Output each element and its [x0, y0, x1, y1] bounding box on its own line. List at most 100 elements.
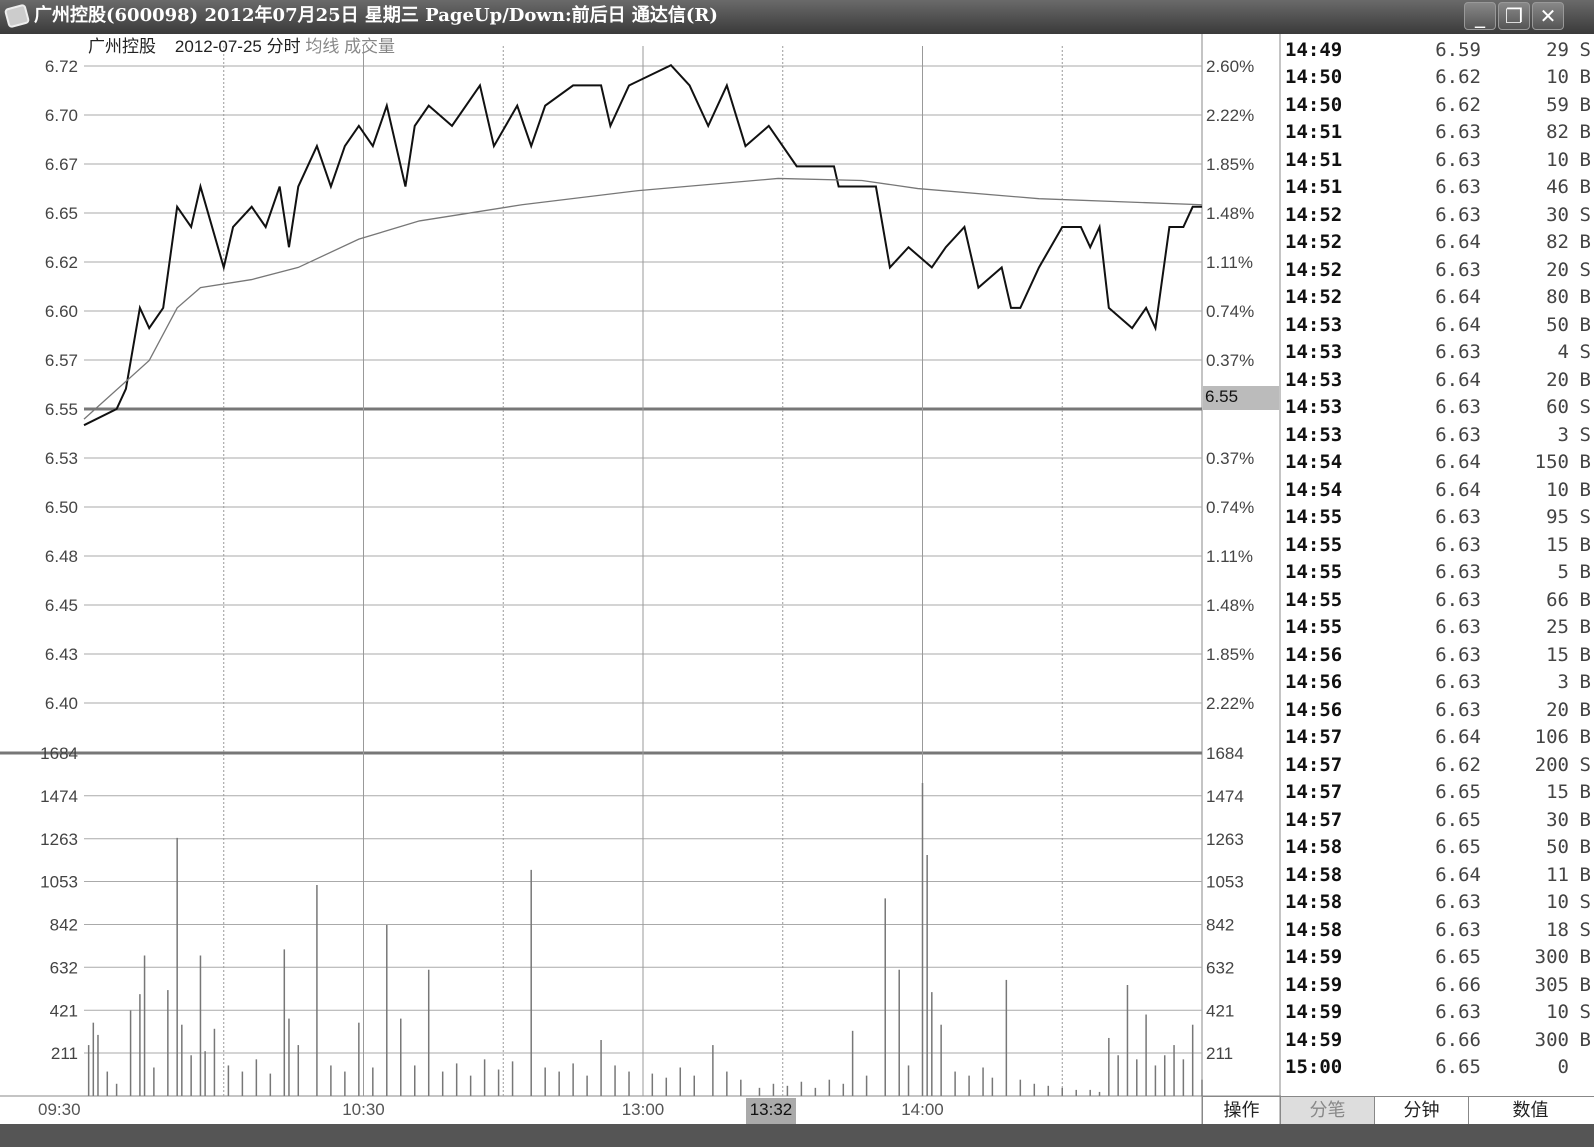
- trade-row: 14:53 6.63 60 S: [1281, 394, 1594, 422]
- trade-volume: 20: [1546, 258, 1569, 281]
- percent-tick-label: 1.48%: [1206, 204, 1254, 223]
- trade-volume: 20: [1546, 698, 1569, 721]
- trade-side: B: [1579, 286, 1591, 309]
- trade-price: 6.64: [1435, 313, 1481, 336]
- trade-price: 6.63: [1435, 891, 1481, 914]
- tab-values[interactable]: 数值: [1468, 1097, 1592, 1125]
- trade-time: 14:57: [1285, 726, 1343, 749]
- trade-volume: 10: [1546, 148, 1569, 171]
- restore-icon: ❐: [1505, 4, 1523, 28]
- trade-volume: 80: [1546, 286, 1569, 309]
- volume-label: 成交量: [344, 37, 396, 56]
- intraday-chart[interactable]: 6.72 2.60% 6.70 2.22% 6.67 1.85% 6.65 1.48% 6.62…: [0, 34, 1281, 1124]
- percent-tick-label: 1.11%: [1206, 253, 1253, 272]
- trade-price: 6.63: [1435, 918, 1481, 941]
- tab-operate[interactable]: 操作: [1202, 1097, 1280, 1125]
- trade-price: 6.63: [1435, 506, 1481, 529]
- trade-row: 14:52 6.63 30 S: [1281, 201, 1594, 229]
- trade-time: 14:53: [1285, 368, 1343, 391]
- trade-row: 14:54 6.64 10 B: [1281, 476, 1594, 504]
- price-tick-label: 6.62: [45, 253, 78, 272]
- trade-row: 14:56 6.63 20 B: [1281, 696, 1594, 724]
- trade-row: 14:49 6.59 29 S: [1281, 36, 1594, 64]
- trade-row: 14:50 6.62 10 B: [1281, 64, 1594, 92]
- trade-volume: 18: [1546, 918, 1569, 941]
- trade-price: 6.64: [1435, 478, 1481, 501]
- tab-minutes[interactable]: 分钟: [1374, 1097, 1468, 1125]
- trade-side: B: [1579, 561, 1591, 584]
- trade-price: 6.62: [1435, 66, 1481, 89]
- trade-row: 14:58 6.63 18 S: [1281, 916, 1594, 944]
- trade-time: 14:51: [1285, 176, 1343, 199]
- trade-time: 14:51: [1285, 121, 1343, 144]
- tab-ticks[interactable]: 分笔: [1280, 1097, 1374, 1125]
- trade-price: 6.64: [1435, 368, 1481, 391]
- trade-side: B: [1579, 726, 1591, 749]
- restore-button[interactable]: ❐: [1498, 2, 1530, 30]
- volume-tick-label: 421: [50, 1001, 78, 1020]
- trade-volume: 50: [1546, 313, 1569, 336]
- trade-price: 6.63: [1435, 561, 1481, 584]
- trade-row: 14:55 6.63 5 B: [1281, 559, 1594, 587]
- trade-side: B: [1579, 863, 1591, 886]
- trade-time: 14:53: [1285, 341, 1343, 364]
- time-tick-label: 10:30: [342, 1100, 385, 1119]
- window-title: 广州控股(600098) 2012年07月25日 星期三 PageUp/Down…: [34, 5, 718, 26]
- trade-row: 14:57 6.62 200 S: [1281, 751, 1594, 779]
- trade-time: 14:59: [1285, 1028, 1343, 1051]
- tick-trade-list[interactable]: 14:49 6.59 29 S 14:50 6.62 10 B 14:50 6.62 59 B 14:5…: [1281, 36, 1594, 1081]
- price-tick-label: 6.67: [45, 155, 78, 174]
- trade-time: 14:53: [1285, 423, 1343, 446]
- trade-price: 6.63: [1435, 148, 1481, 171]
- trade-volume: 59: [1546, 93, 1569, 116]
- trade-row: 14:58 6.63 10 S: [1281, 889, 1594, 917]
- trade-time: 14:59: [1285, 946, 1343, 969]
- trade-row: 14:57 6.65 15 B: [1281, 779, 1594, 807]
- trade-row: 14:55 6.63 66 B: [1281, 586, 1594, 614]
- percent-tick-label: 1.11%: [1206, 547, 1253, 566]
- percent-tick-label: 0.74%: [1206, 302, 1254, 321]
- trade-volume: 5: [1557, 561, 1569, 584]
- percent-tick-label: 1.85%: [1206, 645, 1254, 664]
- price-tick-label: 6.48: [45, 547, 78, 566]
- trade-price: 6.63: [1435, 203, 1481, 226]
- minimize-button[interactable]: _: [1464, 2, 1496, 30]
- trade-volume: 106: [1534, 726, 1569, 749]
- trade-volume: 3: [1557, 423, 1569, 446]
- trade-volume: 15: [1546, 643, 1569, 666]
- price-tick-label: 6.57: [45, 351, 78, 370]
- trade-volume: 300: [1534, 1028, 1569, 1051]
- trade-time: 14:56: [1285, 671, 1343, 694]
- trade-time: 14:52: [1285, 231, 1343, 254]
- trade-side: B: [1579, 231, 1591, 254]
- volume-tick-label: 1474: [40, 787, 78, 806]
- trade-time: 14:55: [1285, 588, 1343, 611]
- trade-price: 6.63: [1435, 616, 1481, 639]
- price-tick-label: 6.50: [45, 498, 78, 517]
- percent-tick-label: 2.22%: [1206, 106, 1254, 125]
- volume-tick-label-right: 1474: [1206, 787, 1244, 806]
- trade-side: B: [1579, 781, 1591, 804]
- volume-tick-label: 842: [50, 916, 78, 935]
- trade-side: B: [1579, 121, 1591, 144]
- trade-side: S: [1579, 258, 1591, 281]
- trade-price: 6.63: [1435, 698, 1481, 721]
- trade-side: B: [1579, 533, 1591, 556]
- trade-side: S: [1579, 423, 1591, 446]
- trade-time: 14:52: [1285, 286, 1343, 309]
- volume-tick-label: 1684: [40, 744, 78, 763]
- trade-row: 14:55 6.63 25 B: [1281, 614, 1594, 642]
- volume-tick-label: 632: [50, 958, 78, 977]
- trade-volume: 82: [1546, 121, 1569, 144]
- trade-volume: 25: [1546, 616, 1569, 639]
- trade-side: B: [1579, 836, 1591, 859]
- trade-time: 14:58: [1285, 918, 1343, 941]
- trade-time: 14:52: [1285, 203, 1343, 226]
- percent-tick-label: 0.74%: [1206, 498, 1254, 517]
- trade-side: S: [1579, 396, 1591, 419]
- trade-row: 14:51 6.63 82 B: [1281, 119, 1594, 147]
- title-bar: [0, 0, 1594, 34]
- close-button[interactable]: ✕: [1532, 2, 1564, 30]
- trade-volume: 150: [1534, 451, 1569, 474]
- trade-time: 14:58: [1285, 863, 1343, 886]
